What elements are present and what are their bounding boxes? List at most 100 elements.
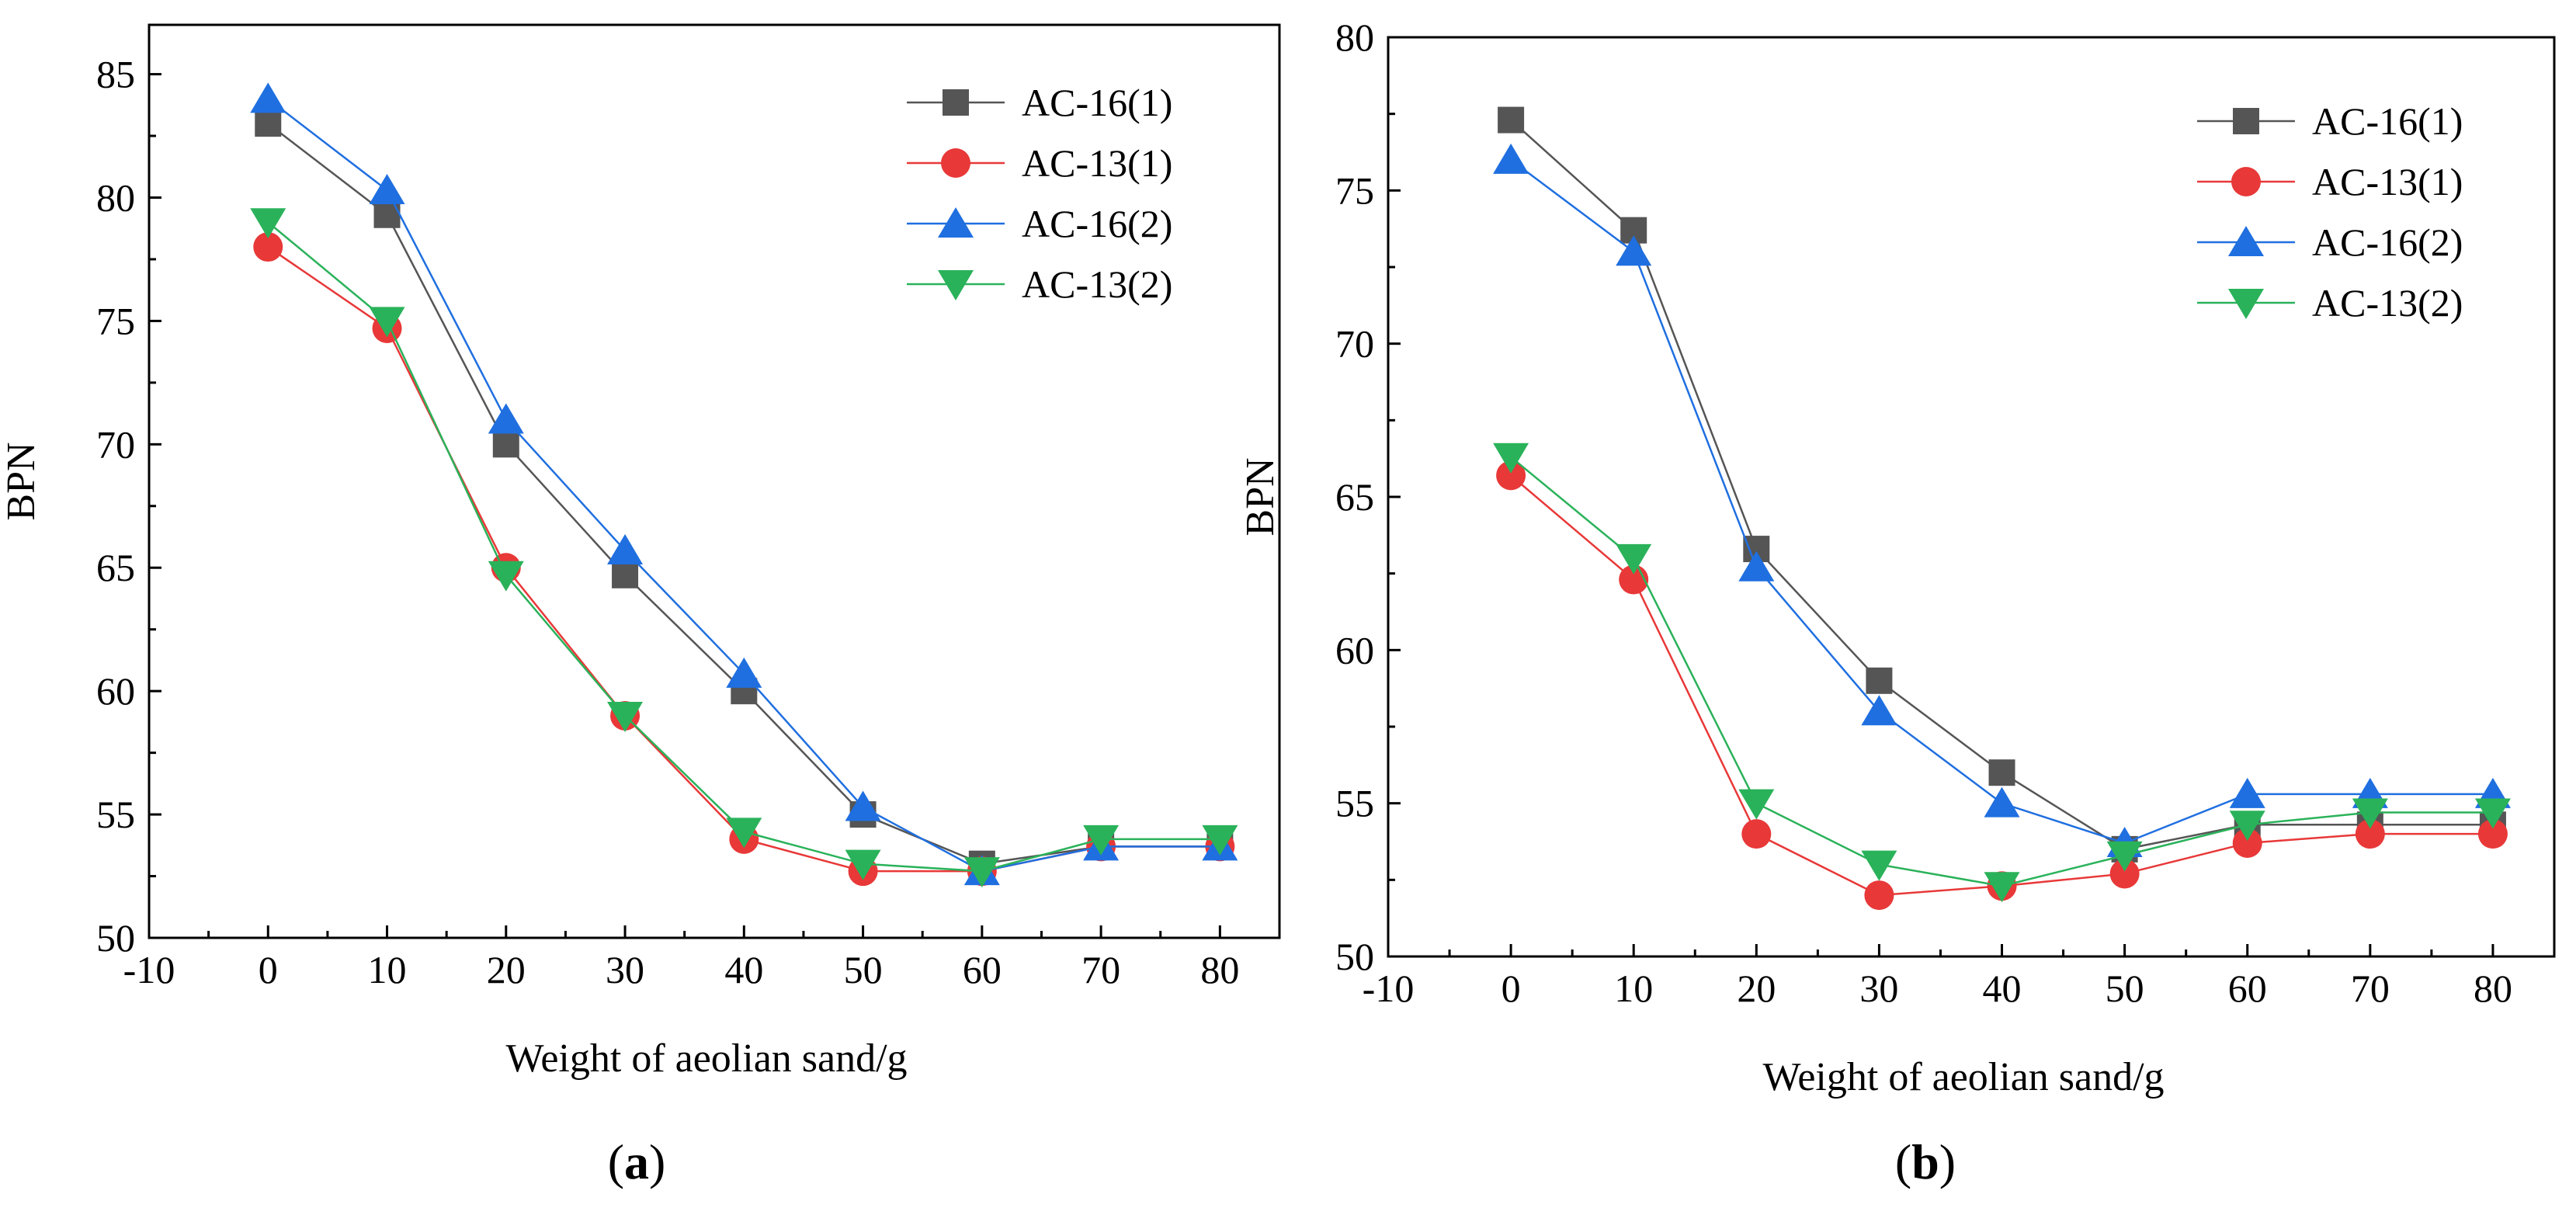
data-point-b-1 (1741, 819, 1772, 849)
y-tick-label-b: 55 (1335, 782, 1374, 825)
data-point-a-2 (845, 790, 881, 821)
legend-label-b-3: AC-13(2) (2312, 281, 2463, 325)
series-line-a-3 (267, 221, 1220, 873)
x-tick-label-a: 10 (368, 948, 407, 991)
x-tick-label-a: 0 (259, 948, 278, 991)
data-point-b-3 (1984, 872, 2020, 903)
data-point-a-3 (607, 701, 644, 732)
data-point-b-3 (1616, 543, 1652, 575)
x-tick-label-a: 50 (844, 948, 883, 991)
data-point-b-2 (1861, 695, 1897, 726)
data-point-a-3 (1202, 824, 1238, 856)
legend-label-a-2: AC-16(2) (1022, 202, 1172, 245)
legend-marker-a-1 (941, 148, 970, 178)
legend-label-a-3: AC-13(2) (1022, 262, 1172, 306)
data-point-b-1 (1864, 880, 1894, 911)
y-tick-label-a: 70 (96, 422, 135, 466)
x-tick-label-a: 60 (963, 948, 1002, 991)
y-tick-label-b: 80 (1335, 16, 1374, 59)
legend-label-b-0: AC-16(1) (2312, 99, 2463, 143)
chart-panel-a: -10 0 10 20 30 40 50 60 70 80 50 55 60 65 70 75 80 85 Weig… (0, 23, 1281, 1081)
data-point-a-0 (255, 110, 282, 137)
x-tick-label-b: 60 (2228, 967, 2267, 1010)
data-point-a-2 (607, 533, 644, 564)
chart-panel-b: -10 0 10 20 30 40 50 60 70 80 50 55 60 65 70 75 80 Weight… (1238, 16, 2556, 1099)
y-tick-label-b: 60 (1335, 628, 1374, 672)
data-point-b-2 (2229, 777, 2265, 808)
data-point-b-1 (2355, 819, 2385, 849)
y-tick-label-a: 55 (96, 793, 135, 836)
data-point-a-1 (253, 232, 283, 262)
data-point-a-2 (726, 657, 762, 688)
data-point-b-3 (2106, 841, 2143, 872)
x-tick-label-a: -10 (123, 948, 175, 991)
y-tick-label-a: 65 (96, 546, 135, 589)
y-tick-label-b: 70 (1335, 322, 1374, 366)
y-axis-title-b: BPN (1238, 457, 1283, 536)
y-tick-label-b: 50 (1335, 935, 1374, 978)
data-point-a-2 (488, 403, 524, 434)
y-tick-label-b: 75 (1335, 168, 1374, 212)
legend-marker-b-1 (2231, 167, 2261, 196)
x-tick-label-a: 40 (724, 948, 763, 991)
data-point-b-0 (1988, 759, 2015, 786)
x-tick-label-b: 80 (2474, 967, 2512, 1010)
legend-marker-a-0 (943, 89, 969, 116)
data-point-a-0 (492, 431, 519, 458)
data-point-a-0 (612, 561, 639, 588)
data-point-a-3 (726, 818, 762, 849)
x-tick-label-b: -10 (1363, 967, 1415, 1010)
data-point-b-1 (2109, 859, 2140, 889)
panel-label-a: (a) (608, 1134, 666, 1189)
x-tick-label-a: 30 (606, 948, 644, 991)
legend-marker-b-2 (2228, 226, 2264, 256)
y-tick-label-a: 60 (96, 669, 135, 713)
data-point-b-2 (1984, 786, 2020, 818)
data-point-a-3 (369, 307, 405, 338)
series-line-a-1 (267, 246, 1220, 873)
legend-label-a-0: AC-16(1) (1022, 81, 1172, 124)
data-point-b-2 (1616, 235, 1652, 266)
legend-label-b-2: AC-16(2) (2312, 220, 2463, 264)
legend-marker-a-2 (938, 207, 974, 238)
data-point-b-1 (2477, 819, 2508, 849)
data-point-a-3 (963, 857, 1000, 888)
x-tick-label-b: 40 (1983, 967, 2022, 1010)
panel-label-b: (b) (1895, 1134, 1956, 1189)
x-axis-title-b: Weight of aeolian sand/g (1762, 1055, 2164, 1099)
legend-marker-b-0 (2233, 108, 2259, 134)
series-line-b-1 (1510, 474, 2493, 897)
x-tick-label-b: 50 (2106, 967, 2144, 1010)
x-tick-label-b: 10 (1614, 967, 1653, 1010)
data-point-a-2 (369, 173, 405, 204)
y-tick-label-b: 65 (1335, 475, 1374, 519)
y-tick-label-a: 80 (96, 175, 135, 219)
legend-marker-b-3 (2228, 289, 2264, 319)
data-point-b-3 (1738, 789, 1775, 820)
x-tick-label-a: 70 (1081, 948, 1120, 991)
data-point-a-3 (1083, 824, 1120, 856)
y-tick-label-a: 85 (96, 53, 135, 96)
data-point-a-2 (250, 82, 286, 113)
x-tick-label-b: 0 (1502, 967, 1521, 1010)
data-point-b-3 (1861, 850, 1897, 881)
data-point-a-0 (373, 201, 401, 228)
data-point-b-3 (2229, 811, 2265, 842)
series-line-b-3 (1510, 456, 2493, 887)
data-point-b-3 (2474, 798, 2511, 829)
data-point-b-3 (2352, 798, 2388, 829)
legend-marker-a-3 (938, 270, 974, 300)
y-tick-label-a: 75 (96, 299, 135, 342)
data-point-b-3 (1493, 443, 1529, 474)
data-point-a-3 (845, 849, 881, 880)
x-tick-label-b: 30 (1859, 967, 1898, 1010)
x-tick-label-a: 80 (1200, 948, 1239, 991)
x-tick-label-b: 20 (1737, 967, 1776, 1010)
data-point-a-3 (488, 561, 524, 592)
legend-label-a-1: AC-13(1) (1022, 141, 1172, 185)
x-axis-title-a: Weight of aeolian sand/g (505, 1036, 907, 1081)
data-point-b-2 (1738, 550, 1775, 581)
data-point-b-0 (1866, 667, 1893, 694)
x-tick-label-a: 20 (487, 948, 526, 991)
